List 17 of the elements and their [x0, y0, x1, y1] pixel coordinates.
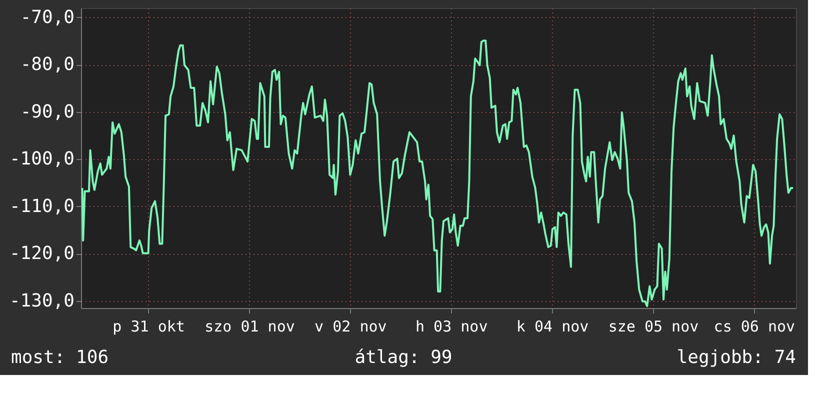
x-tick-label: h 03 nov	[415, 318, 488, 336]
x-tick-label: k 04 nov	[516, 318, 589, 336]
x-tick-label: v 02 nov	[314, 318, 387, 336]
x-tick-label: sze 05 nov	[608, 318, 699, 336]
x-tick-label: p 31 okt	[112, 318, 185, 336]
text: legjobb: 74	[676, 347, 796, 368]
y-tick-label: -100,0	[9, 148, 74, 170]
x-tick-label: szo 01 nov	[204, 318, 295, 336]
y-tick-label: -110,0	[9, 196, 74, 217]
y-tick-label: -90,0	[20, 101, 74, 122]
text: átlag: 99	[354, 347, 452, 368]
y-tick-label: -120,0	[9, 243, 74, 264]
text: most: 106	[11, 347, 109, 368]
y-tick-label: -80,0	[20, 54, 74, 76]
y-tick-label: -130,0	[9, 290, 74, 312]
y-tick-label: -70,0	[20, 6, 74, 28]
x-tick-label: cs 06 nov	[714, 318, 796, 336]
